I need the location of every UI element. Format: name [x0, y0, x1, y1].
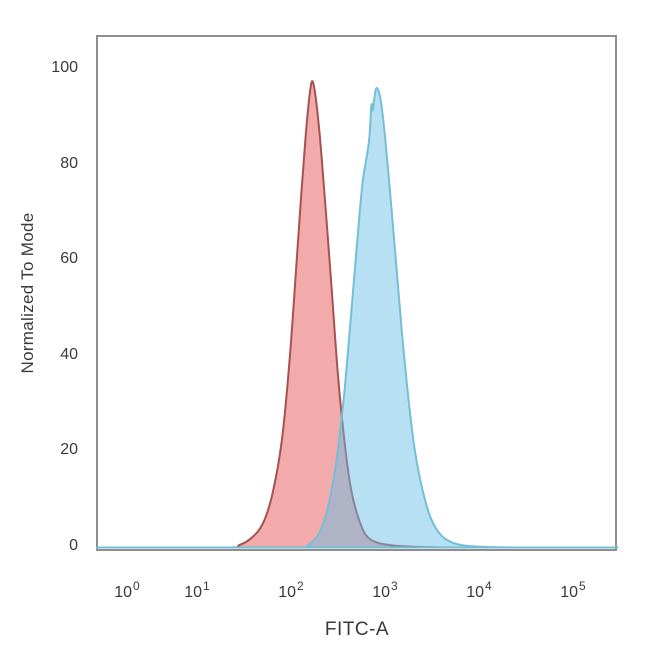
x-tick-exponent: 5	[579, 579, 586, 593]
x-tick-base: 10	[466, 584, 485, 601]
y-tick-label-20: 20	[60, 441, 78, 459]
x-tick-label-10e2: 102	[278, 579, 303, 602]
x-tick-exponent: 1	[203, 579, 210, 593]
y-tick-label-100: 100	[51, 59, 78, 76]
x-tick-exponent: 0	[133, 579, 140, 593]
x-tick-base: 10	[114, 584, 133, 601]
x-tick-base: 10	[184, 584, 203, 601]
x-tick-exponent: 2	[297, 579, 304, 593]
plot-frame	[96, 35, 617, 551]
x-tick-exponent: 4	[485, 579, 492, 593]
y-axis-label: Normalized To Mode	[18, 212, 37, 374]
y-tick-label-60: 60	[60, 250, 78, 268]
x-tick-base: 10	[278, 584, 297, 601]
x-tick-label-10e1: 101	[184, 579, 209, 602]
x-tick-base: 10	[560, 584, 579, 601]
x-tick-label-10e0: 100	[114, 579, 139, 602]
y-tick-label-0: 0	[69, 537, 78, 554]
x-tick-exponent: 3	[391, 579, 398, 593]
x-tick-base: 10	[372, 584, 391, 601]
x-tick-label-10e3: 103	[372, 579, 397, 602]
x-axis-label: FITC-A	[324, 619, 390, 640]
red-histogram-curve	[95, 80, 619, 549]
y-tick-label-80: 80	[60, 154, 78, 172]
y-tick-label-40: 40	[60, 345, 78, 363]
x-tick-label-10e5: 105	[560, 579, 585, 602]
cyan-histogram-curve	[95, 87, 619, 549]
x-tick-label-10e4: 104	[466, 579, 491, 602]
